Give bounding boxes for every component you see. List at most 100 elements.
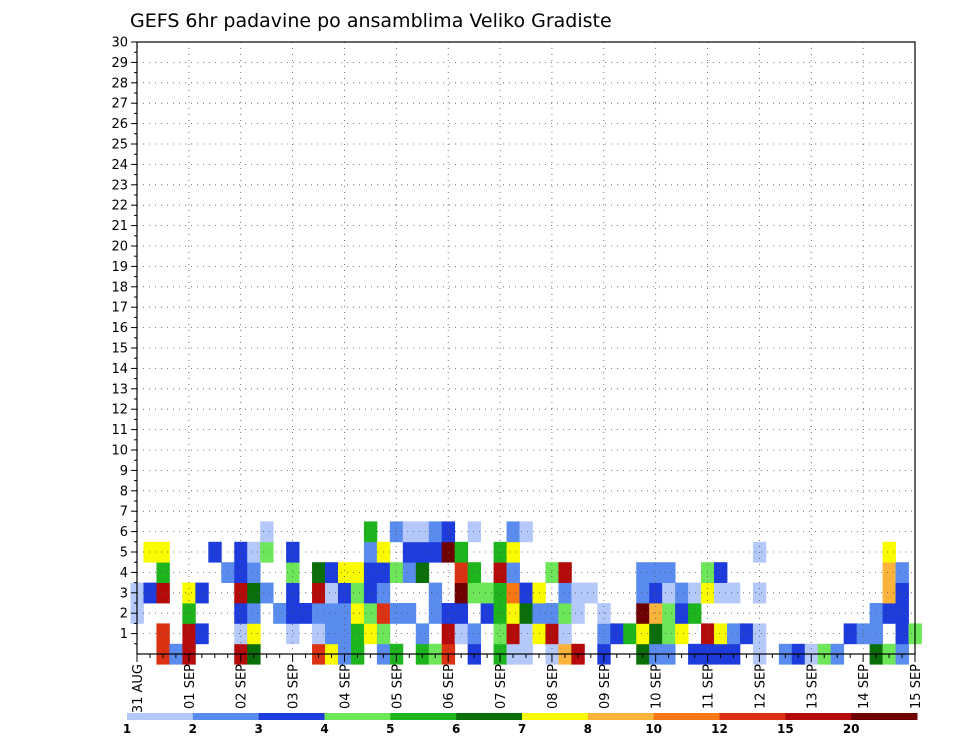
data-cell (480, 603, 494, 624)
data-cell (325, 623, 339, 645)
colorbar-label: 6 (452, 722, 460, 736)
data-cell (714, 623, 728, 645)
data-cell (493, 582, 507, 604)
colorbar-label: 5 (386, 722, 394, 736)
colorbar-label: 3 (254, 722, 262, 736)
colorbar-label: 2 (189, 722, 197, 736)
y-tick-label: 28 (111, 76, 128, 91)
data-cell (363, 623, 378, 645)
data-cell (597, 623, 611, 645)
data-cell (558, 562, 572, 583)
data-cell (363, 603, 378, 624)
data-cell (415, 521, 430, 543)
colorbar-label: 15 (777, 722, 794, 736)
colorbar-swatch (258, 713, 325, 720)
x-tick-label: 04 SEP (338, 664, 353, 709)
data-cell (156, 541, 170, 563)
y-tick-label: 21 (111, 219, 128, 234)
data-cell (247, 623, 261, 645)
data-cell (519, 521, 533, 543)
data-cell (325, 603, 339, 624)
data-cell (312, 562, 326, 583)
y-tick-label: 24 (111, 158, 128, 173)
colorbar-swatch (192, 713, 260, 720)
data-cell (286, 582, 300, 604)
data-cell (350, 623, 365, 645)
data-cell (182, 623, 196, 645)
data-cell (234, 623, 248, 645)
data-cell (441, 623, 456, 645)
data-cell (571, 603, 585, 624)
data-cell (506, 541, 520, 563)
data-cell (195, 582, 209, 604)
data-cell (895, 603, 909, 624)
y-tick-label: 22 (111, 199, 128, 214)
x-tick-label: 09 SEP (598, 664, 613, 709)
data-cell (675, 582, 689, 604)
data-cell (337, 603, 352, 624)
x-tick-label: 14 SEP (857, 664, 872, 709)
data-cell (869, 603, 883, 624)
data-cell (182, 603, 196, 624)
data-cell (493, 623, 507, 645)
data-cell (519, 623, 533, 645)
colorbar-label: 10 (645, 722, 662, 736)
y-tick-label: 7 (120, 505, 128, 520)
x-tick-label: 02 SEP (235, 664, 250, 709)
y-tick-label: 10 (111, 444, 128, 459)
data-cell (389, 562, 404, 583)
data-cell (636, 562, 650, 583)
colorbar-swatch (127, 713, 194, 720)
data-cell (415, 562, 430, 583)
data-cell (597, 603, 611, 624)
data-cell (649, 623, 663, 645)
data-cell (195, 623, 209, 645)
data-cell (545, 603, 559, 624)
data-cell (752, 582, 767, 604)
data-cell (312, 623, 326, 645)
y-tick-label: 12 (111, 403, 128, 418)
data-cell (312, 582, 326, 604)
data-cell (350, 582, 365, 604)
data-cell (260, 541, 274, 563)
x-tick-label: 07 SEP (494, 664, 509, 709)
y-tick-label: 1 (120, 627, 128, 642)
colorbar-label: 12 (711, 722, 728, 736)
data-cell (467, 582, 482, 604)
x-tick-label: 11 SEP (702, 664, 717, 709)
y-tick-label: 17 (111, 301, 128, 316)
x-axis: 31 AUG 01 SEP 02 SEP 03 SEP 04 SEP 05 SEP 06 S… (131, 654, 924, 713)
y-tick-label: 9 (120, 464, 128, 479)
colorbar-label: 1 (123, 722, 131, 736)
data-cell (493, 603, 507, 624)
colorbar-label: 20 (843, 722, 860, 736)
data-cell (480, 582, 494, 604)
data-cell (636, 582, 650, 604)
cells-layer (130, 521, 922, 665)
y-tick-label: 30 (111, 36, 128, 51)
x-tick-label: 01 SEP (183, 664, 198, 709)
data-cell (428, 541, 443, 563)
y-tick-label: 26 (111, 117, 128, 132)
data-cell (493, 562, 507, 583)
colorbar-swatch (456, 713, 523, 720)
x-tick-label: 08 SEP (546, 664, 561, 709)
x-tick-label: 05 SEP (390, 664, 405, 709)
y-tick-label: 4 (120, 566, 128, 581)
y-tick-label: 3 (120, 586, 128, 601)
data-cell (662, 623, 676, 645)
data-cell (467, 623, 482, 645)
colorbar-swatch (324, 713, 391, 720)
y-tick-label: 23 (111, 178, 128, 193)
data-cell (286, 562, 300, 583)
data-cell (752, 623, 767, 645)
y-axis: 1234567891011121314151617181920212223242… (111, 36, 137, 645)
data-cell (415, 541, 430, 563)
data-cell (545, 562, 559, 583)
y-tick-label: 6 (120, 525, 128, 540)
data-cell (571, 582, 585, 604)
data-cell (519, 603, 533, 624)
data-cell (506, 582, 520, 604)
data-cell (441, 603, 456, 624)
data-cell (234, 582, 248, 604)
